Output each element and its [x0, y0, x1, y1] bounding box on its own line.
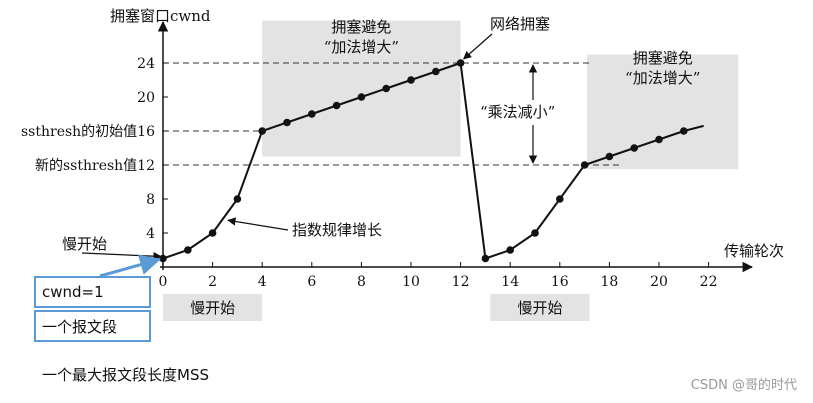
annotation-slow-start-left: 慢开始: [62, 235, 107, 253]
x-tick-20: 20: [650, 274, 668, 290]
data-point-s1-3: [233, 195, 242, 203]
x-tick-8: 8: [357, 274, 366, 290]
annotation-exponential: 指数规律增长: [292, 221, 382, 239]
cwnd-box-text: cwnd=1: [42, 283, 104, 301]
data-point-s2-1: [506, 246, 514, 254]
data-point-s1-9: [382, 84, 391, 93]
region-congestion-avoidance-1: [262, 20, 461, 157]
series-line-2: [485, 124, 704, 260]
cwnd-box: cwnd=1: [34, 276, 151, 308]
region-2-subtitle: “加法增大”: [625, 69, 700, 87]
x-tick-6: 6: [307, 274, 316, 290]
series-layer: [159, 59, 704, 263]
slow-start-arrow: [81, 251, 162, 261]
axes: 拥塞窗口cwnd 传输轮次: [110, 7, 784, 273]
data-point-s1-6: [308, 110, 316, 118]
x-tick-12: 12: [452, 274, 470, 290]
y-tick-16: ssthresh的初始值16: [21, 123, 155, 140]
annotation-multiplicative: “乘法减小”: [480, 103, 555, 121]
data-point-s2-6: [630, 144, 638, 152]
x-axis-label: 传输轮次: [724, 242, 784, 260]
x-tick-18: 18: [600, 274, 618, 290]
y-axis-label: 拥塞窗口cwnd: [110, 7, 211, 25]
segment-box: 一个报文段: [34, 310, 151, 342]
tick-labels: 0 2 4 6 8 10 12 14 16 18 20 2248新的ssthresh值12ssthre…: [21, 56, 718, 290]
y-tick-12: 新的ssthresh值12: [35, 158, 155, 174]
region-1-title: 拥塞避免: [331, 18, 391, 36]
data-point-s1-8: [357, 93, 366, 101]
dashed-guides: [163, 62, 620, 166]
x-tick-4: 4: [258, 274, 267, 290]
y-tick-20: 20: [137, 90, 155, 106]
data-point-s2-4: [580, 161, 589, 169]
data-point-s2-7: [655, 135, 663, 144]
data-point-s1-1: [184, 246, 192, 254]
x-tick-16: 16: [551, 274, 569, 290]
data-point-s1-5: [283, 118, 291, 127]
watermark: CSDN @哥的时代: [690, 378, 797, 393]
x-tick-14: 14: [501, 274, 519, 290]
segment-box-text: 一个报文段: [42, 317, 118, 336]
x-tick-2: 2: [208, 274, 217, 290]
region-slow-start-2: [490, 294, 590, 321]
data-point-s2-3: [556, 195, 564, 203]
slow-start-label-1: 慢开始: [190, 299, 235, 317]
region-2-title: 拥塞避免: [633, 49, 693, 67]
data-point-s1-2: [208, 229, 217, 237]
data-point-s1-0: [159, 254, 167, 263]
mss-text: 一个最大报文段长度MSS: [42, 366, 209, 384]
data-point-s1-10: [407, 76, 415, 84]
x-tick-0: 0: [159, 274, 168, 290]
data-point-s2-0: [481, 254, 490, 263]
x-tick-22: 22: [700, 274, 718, 290]
y-tick-24: 24: [137, 56, 155, 72]
annotation-congestion: 网络拥塞: [490, 15, 550, 33]
x-tick-10: 10: [402, 274, 420, 290]
data-point-s1-7: [332, 101, 341, 110]
region-1-subtitle: “加法增大”: [324, 38, 399, 56]
data-point-s1-4: [258, 127, 267, 135]
congestion-arrow: [462, 33, 493, 60]
data-point-s2-5: [605, 152, 614, 161]
region-congestion-avoidance-2: [587, 54, 739, 170]
data-point-s1-11: [432, 67, 440, 76]
drop-line: [459, 62, 487, 259]
region-slow-start-1: [163, 294, 263, 321]
y-tick-4: 4: [146, 226, 155, 242]
data-point-s2-8: [680, 127, 688, 135]
cwnd-pointer-arrow: [99, 254, 162, 278]
regions-layer: 慢开始 慢开始 拥塞避免 “加法增大” 拥塞避免 “加法增大”: [163, 18, 739, 321]
exponential-arrow: [227, 217, 289, 231]
data-point-s2-2: [531, 229, 539, 237]
slow-start-label-2: 慢开始: [517, 299, 562, 317]
y-tick-8: 8: [146, 192, 155, 208]
